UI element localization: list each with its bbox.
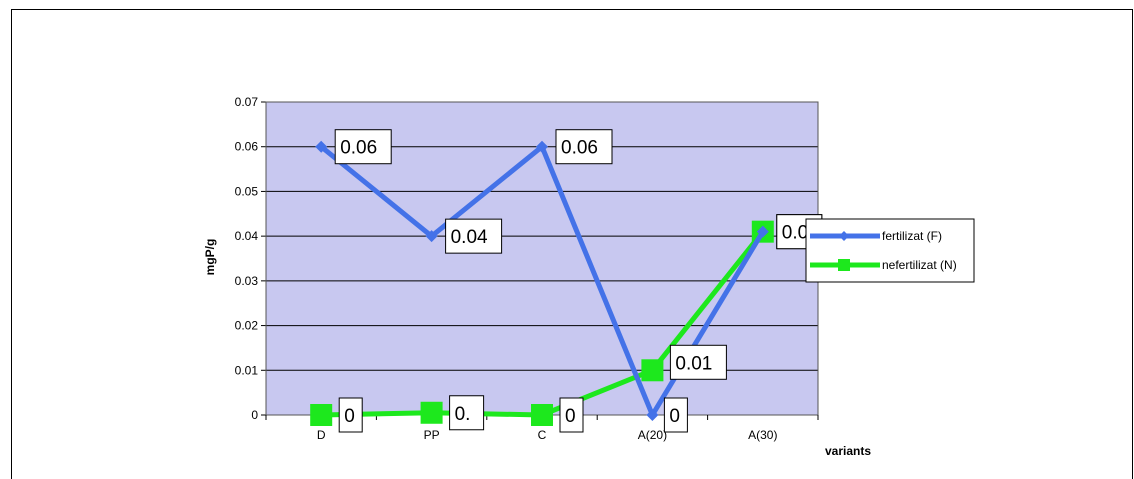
data-label-text: 0. [455,404,471,425]
legend: fertilizat (F) nefertilizat (N) [805,218,975,283]
data-label-text: 0 [565,406,576,427]
y-tick-label: 0.02 [235,319,259,333]
y-axis-title: mgP/g [203,239,217,276]
x-tick-label: A(30) [748,428,777,442]
data-label-box [669,344,727,380]
y-tick-labels: 0 0.01 0.02 0.03 0.04 0.05 0.06 0.07 [235,95,259,422]
y-tick-label: 0.05 [235,184,259,198]
y-tick-label: 0.01 [235,363,259,377]
legend-marker [838,259,850,271]
data-point [531,404,553,426]
y-tick-label: 0.07 [235,95,259,109]
data-label-text: 0.04 [451,227,488,248]
data-point [310,404,333,426]
data-label-text: 0 [344,406,355,427]
data-label-box [338,397,363,433]
x-tick-labels: D PP C A(20) A(30) [317,428,778,442]
data-label-box [559,397,584,433]
data-label: 0. [449,395,485,431]
x-tick-label: D [317,428,326,442]
x-tick-label: C [538,428,547,442]
data-label-text: 0 [669,406,680,427]
y-tick-label: 0.04 [235,229,259,243]
data-label: 0.06 [555,129,613,165]
data-label-text: 0.01 [675,353,712,374]
data-label: 0 [559,397,584,433]
data-point [425,230,438,243]
data-label-box [663,397,688,433]
legend-entry: nefertilizat (N) [810,258,957,272]
y-tick-label: 0.06 [235,140,259,154]
y-tick-label: 0.03 [235,274,259,288]
data-point [420,401,443,424]
data-label: 0 [663,397,688,433]
data-label-box [555,129,613,165]
data-label-box [449,395,485,431]
data-label: 0.06 [334,129,392,165]
data-point [536,140,548,153]
data-label: 0.01 [669,344,727,380]
legend-box [805,218,975,283]
legend-marker [839,231,849,241]
legend-label: fertilizat (F) [882,229,942,243]
x-tick-label: A(20) [638,428,667,442]
data-label: 0.04 [445,218,503,254]
data-point [646,409,659,421]
data-point [315,140,328,153]
data-label: 0 [338,397,363,433]
y-tick-label: 0 [251,408,258,422]
data-label-text: 0.06 [561,138,598,159]
data-point [641,359,664,382]
data-label-text: 0.06 [340,138,377,159]
data-point [756,225,769,238]
data-label-text: 0.0 [782,223,808,244]
legend-entry: fertilizat (F) [810,229,942,243]
x-tick-label: PP [424,428,440,442]
data-label-box [445,218,503,254]
data-label-box [334,129,392,165]
chart-frame [11,9,1133,479]
legend-label: nefertilizat (N) [882,258,957,272]
x-axis-title: variants [825,444,871,458]
